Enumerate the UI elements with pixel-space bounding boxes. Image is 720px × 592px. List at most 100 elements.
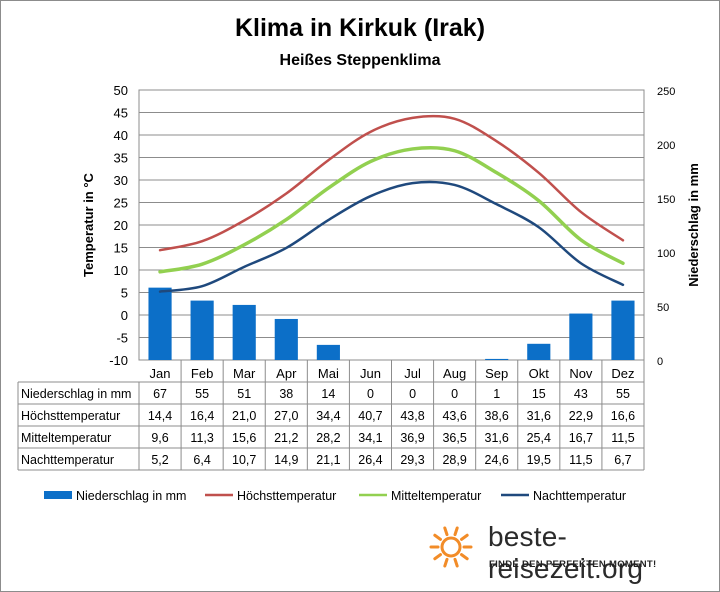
chart-title: Klima in Kirkuk (Irak) [234,14,486,42]
table-cell: 67 [153,387,167,401]
x-tick-label: Sep [485,366,508,381]
table-cell: 21,1 [316,453,340,467]
y-left-tick-label: -5 [116,331,128,346]
table-cell: 14 [321,387,335,401]
precip-bar [485,358,509,360]
x-tick-label: Jan [150,366,171,381]
table-cell: 43 [574,387,588,401]
table-cell: 38,6 [485,409,509,423]
table-cell: 21,0 [232,409,256,423]
x-tick-label: Apr [276,366,297,381]
precip-bar [148,287,172,360]
precip-bar [316,344,340,360]
sun-ray-icon [433,553,442,561]
legend-swatch [44,491,72,499]
table-cell: 16,7 [569,431,593,445]
y-left-tick-label: 15 [114,241,128,256]
sun-ray-icon [433,533,442,541]
x-tick-label: Nov [569,366,593,381]
table-row-header: Höchsttemperatur [21,409,120,423]
table-cell: 43,6 [442,409,466,423]
table-cell: 6,4 [193,453,210,467]
y-left-tick-label: 0 [121,308,128,323]
y-left-tick-label: 35 [114,151,128,166]
sun-logo-icon [440,536,462,558]
precip-bar [569,313,593,360]
precip-bar [527,343,551,360]
table-cell: 51 [237,387,251,401]
legend-label: Nachttemperatur [533,489,626,503]
x-tick-label: Okt [529,366,550,381]
table-cell: 26,4 [358,453,382,467]
chart-subtitle: Heißes Steppenklima [279,52,441,69]
y-right-tick-label: 50 [657,302,669,314]
table-cell: 55 [195,387,209,401]
legend-label: Höchsttemperatur [237,489,336,503]
table-cell: 11,5 [611,431,634,445]
brand-name: beste-reisezeit.org [488,521,644,584]
y-right-tick-label: 0 [657,356,663,368]
y-left-axis-label: Temperatur in °C [81,172,96,277]
table-row-header: Mitteltemperatur [21,431,111,445]
table-cell: 34,1 [358,431,382,445]
table-cell: 16,4 [190,409,214,423]
table-cell: 11,3 [190,431,213,445]
y-right-tick-label: 150 [657,194,675,206]
precip-bar [274,318,298,360]
y-right-tick-label: 250 [657,86,675,98]
sun-ray-icon [460,533,469,541]
x-tick-label: Dez [611,366,634,381]
table-cell: 9,6 [151,431,168,445]
table-cell: 38 [279,387,293,401]
table-cell: 24,6 [485,453,509,467]
table-cell: 5,2 [151,453,168,467]
table-cell: 27,0 [274,409,298,423]
min-temperature-line [158,180,625,293]
y-left-tick-label: 5 [121,286,128,301]
legend-label: Mitteltemperatur [391,489,481,503]
sun-ray-icon [443,557,449,568]
table-cell: 40,7 [358,409,382,423]
table-cell: 31,6 [485,431,509,445]
table-cell: 22,9 [569,409,593,423]
y-left-tick-label: -10 [109,353,128,368]
table-cell: 0 [367,387,374,401]
x-tick-label: Jun [360,366,381,381]
table-cell: 15 [532,387,546,401]
y-right-axis-label: Niederschlag in mm [686,163,701,287]
sun-ray-icon [453,526,459,537]
table-cell: 55 [616,387,630,401]
table-cell: 43,8 [400,409,424,423]
table-cell: 15,6 [232,431,256,445]
table-cell: 14,9 [274,453,298,467]
table-cell: 0 [451,387,458,401]
table-cell: 36,5 [442,431,466,445]
table-cell: 6,7 [614,453,631,467]
table-cell: 36,9 [400,431,424,445]
table-cell: 1 [493,387,500,401]
y-right-tick-label: 200 [657,140,675,152]
sun-ray-icon [460,553,469,561]
table-cell: 16,6 [611,409,635,423]
y-left-tick-label: 40 [114,128,128,143]
y-right-tick-label: 100 [657,248,675,260]
table-cell: 25,4 [527,431,551,445]
table-row-header: Nachttemperatur [21,453,114,467]
brand-tagline: FINDE DEN PERFEKTEN MOMENT! [489,559,657,570]
x-tick-label: Jul [404,366,421,381]
y-left-tick-label: 30 [114,173,128,188]
table-cell: 34,4 [316,409,340,423]
x-tick-label: Mai [318,366,339,381]
legend-label: Niederschlag in mm [76,489,186,503]
precip-bar [232,304,256,360]
x-tick-label: Aug [443,366,466,381]
max-temperature-line [158,114,625,252]
table-cell: 28,2 [316,431,340,445]
table-cell: 21,2 [274,431,298,445]
table-cell: 0 [409,387,416,401]
y-left-tick-label: 45 [114,106,128,121]
sun-ray-icon [453,557,459,568]
mean-temperature-line [158,145,625,274]
